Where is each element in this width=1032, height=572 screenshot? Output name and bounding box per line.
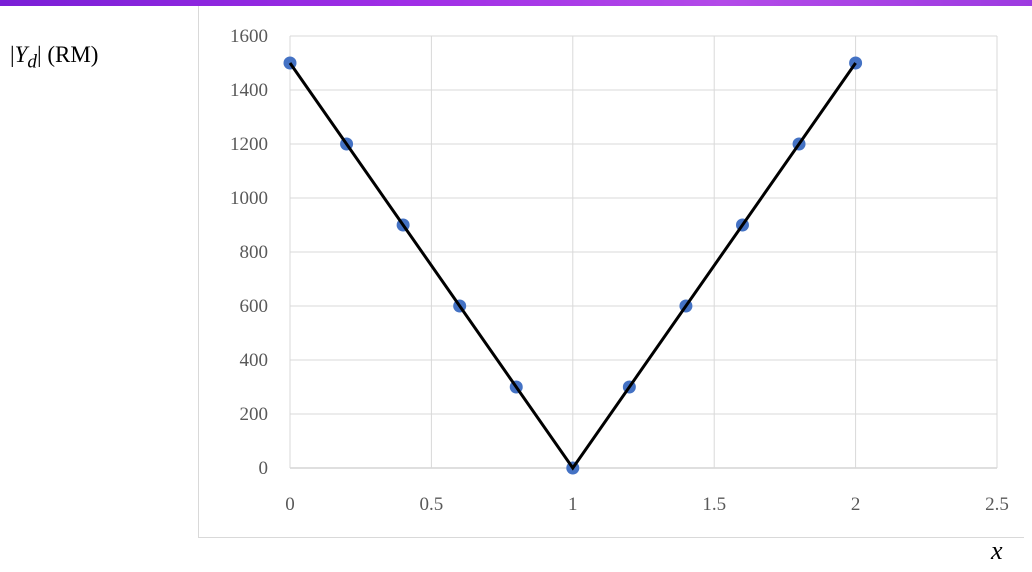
x-tick-label: 0	[285, 494, 295, 515]
top-accent-stripe	[0, 0, 1032, 6]
y-axis-label-variable: Y	[14, 42, 28, 67]
x-tick-label: 2	[851, 494, 861, 515]
y-tick-label: 600	[240, 296, 269, 317]
y-tick-label: 1400	[230, 80, 268, 101]
x-tick-label: 1	[568, 494, 578, 515]
y-tick-label: 1600	[230, 26, 268, 47]
x-tick-label: 2.5	[985, 494, 1009, 515]
chart-area-border	[198, 6, 1024, 538]
y-tick-label: 1200	[230, 134, 268, 155]
y-axis-label: |Yd| (RM)	[10, 42, 98, 74]
x-tick-label: 1.5	[702, 494, 726, 515]
y-tick-label: 1000	[230, 188, 268, 209]
y-axis-label-close: | (RM)	[36, 42, 99, 67]
y-tick-label: 0	[259, 458, 269, 479]
y-tick-label: 200	[240, 404, 269, 425]
y-tick-label: 800	[240, 242, 269, 263]
fit-line	[288, 62, 857, 471]
x-axis-label: x	[991, 536, 1003, 565]
y-tick-label: 400	[240, 350, 269, 371]
x-tick-label: 0.5	[420, 494, 444, 515]
y-axis-label-open: |	[10, 42, 15, 67]
y-axis-label-subscript: d	[27, 51, 37, 73]
